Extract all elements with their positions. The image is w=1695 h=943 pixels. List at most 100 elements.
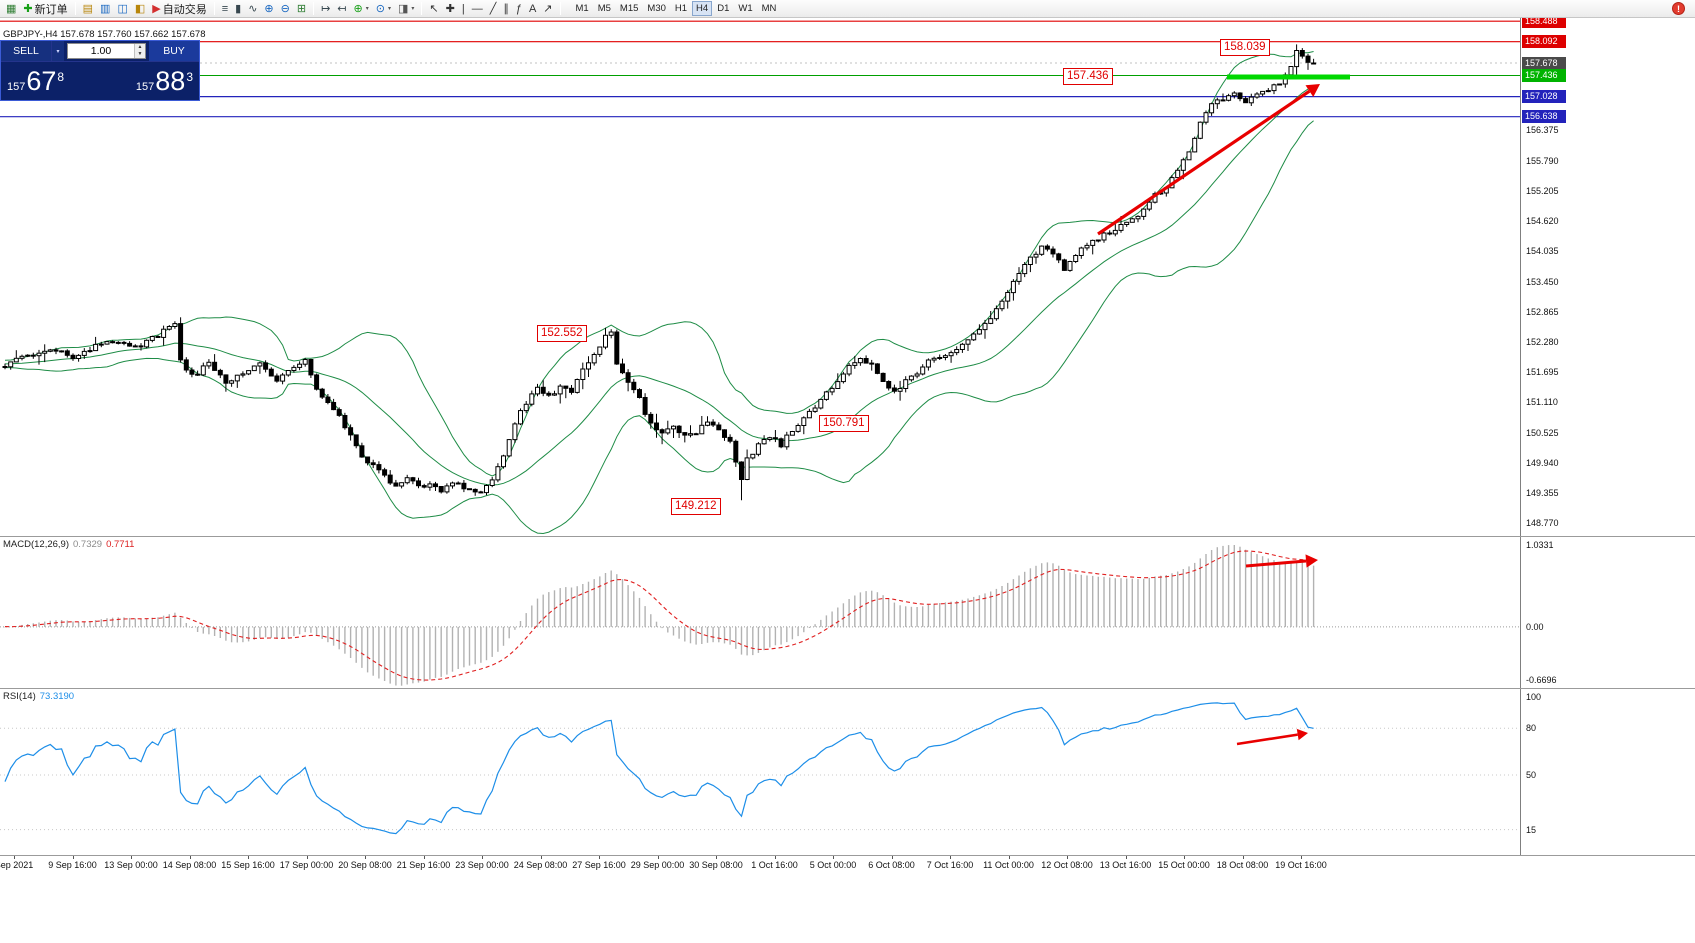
arrows-tool-button[interactable]: ↗ — [540, 1, 555, 17]
line-chart-icon: ∿ — [248, 2, 258, 15]
timeframe-m5-button[interactable]: M5 — [597, 3, 611, 14]
time-label: 5 Oct 00:00 — [809, 860, 857, 870]
candlestick-chart-icon: ▮ — [235, 2, 242, 15]
price-callout[interactable]: 158.039 — [1220, 39, 1270, 56]
time-tick — [657, 856, 659, 859]
timeframe-d1-button[interactable]: D1 — [717, 3, 730, 14]
panel-separator[interactable] — [0, 855, 1695, 856]
price-axis-label: 152.280 — [1526, 337, 1559, 347]
periods-icon: ⊙ — [375, 2, 385, 15]
timeframe-h4-button[interactable]: H4 — [692, 1, 713, 16]
time-scale[interactable]: Sep 2021 9 Sep 16:00 13 Sep 00:00 14 Sep 08… — [0, 856, 1695, 872]
trend-arrow[interactable] — [1245, 554, 1318, 568]
timeframe-m1-button[interactable]: M1 — [575, 3, 589, 14]
profiles-button[interactable]: ▤ — [80, 1, 96, 17]
vertical-line-icon: | — [461, 2, 465, 15]
buy-price[interactable]: 157 88 3 — [136, 66, 193, 96]
vertical-line-button[interactable]: | — [459, 1, 468, 17]
price-badge: 157.436 — [1522, 69, 1566, 83]
bar-chart-button[interactable]: ≡ — [219, 1, 231, 17]
templates-icon: ◨ — [397, 2, 409, 15]
sell-price[interactable]: 157 67 8 — [7, 66, 64, 96]
time-label: 18 Oct 08:00 — [1216, 860, 1269, 870]
price-axis-label: 156.375 — [1526, 125, 1559, 136]
time-tick — [1125, 856, 1127, 859]
auto-scroll-button[interactable]: ↦ — [318, 1, 333, 17]
notification-icon[interactable]: ! — [1672, 2, 1685, 15]
price-badge: 158.092 — [1522, 35, 1566, 49]
buy-button[interactable]: BUY — [149, 41, 199, 61]
volume-input[interactable] — [68, 44, 134, 58]
time-label: Sep 2021 — [0, 860, 34, 870]
zoom-in-button[interactable]: ⊕ — [261, 1, 276, 17]
rsi-canvas[interactable] — [0, 689, 1520, 855]
zoom-out-button[interactable]: ⊖ — [278, 1, 293, 17]
time-label: 1 Oct 16:00 — [751, 860, 798, 870]
cursor-button[interactable]: ↖ — [426, 1, 441, 17]
sell-price-point: 8 — [57, 70, 65, 84]
price-axis-label: 153.450 — [1526, 276, 1559, 287]
timeframe-m15-button[interactable]: M15 — [619, 3, 639, 14]
panel-separator[interactable] — [0, 688, 1695, 689]
buy-price-point: 3 — [186, 70, 193, 84]
time-label: 30 Sep 08:00 — [689, 860, 743, 870]
navigator-button[interactable]: ◧ — [132, 1, 148, 17]
time-label: 12 Oct 08:00 — [1041, 860, 1093, 870]
zoom-in-icon: ⊕ — [264, 2, 274, 15]
autotrading-button[interactable]: ▶ 自动交易 — [149, 1, 209, 17]
horizontal-line-button[interactable]: — — [469, 1, 486, 17]
time-tick — [1184, 856, 1185, 859]
bar-chart-icon: ≡ — [221, 2, 229, 15]
line-chart-button[interactable]: ∿ — [245, 1, 260, 17]
timeframe-h1-button[interactable]: H1 — [674, 3, 688, 14]
time-tick — [248, 856, 249, 859]
macd-axis-label: -0.6696 — [1526, 675, 1557, 685]
trend-arrow[interactable] — [1236, 728, 1308, 746]
tile-windows-button[interactable]: ⊞ — [294, 1, 309, 17]
main-chart-canvas[interactable] — [0, 18, 1520, 536]
panel-separator[interactable] — [0, 536, 1695, 537]
time-tick — [72, 856, 74, 859]
spin-up-icon[interactable]: ▲ — [135, 44, 145, 51]
sell-button[interactable]: SELL — [1, 41, 51, 61]
periods-button[interactable]: ⊙ ▾ — [373, 1, 394, 17]
indicators-button[interactable]: ⊕ ▾ — [351, 1, 372, 17]
time-label: 20 Sep 08:00 — [338, 860, 392, 870]
text-icon: A — [528, 2, 537, 15]
spin-down-icon[interactable]: ▼ — [135, 51, 145, 58]
timeframe-w1-button[interactable]: W1 — [738, 3, 753, 14]
time-label: 17 Sep 00:00 — [279, 860, 334, 870]
rsi-axis-label: 15 — [1526, 824, 1537, 835]
templates-button[interactable]: ◨ ▾ — [395, 1, 417, 17]
data-window-button[interactable]: ◫ — [114, 1, 130, 17]
channel-button[interactable]: ∥ — [500, 1, 512, 17]
dropdown-arrow-icon: ▾ — [387, 6, 391, 12]
price-callout[interactable]: 152.552 — [537, 325, 587, 342]
price-callout[interactable]: 149.212 — [671, 498, 721, 515]
chart-shift-button[interactable]: ↤ — [334, 1, 349, 17]
rsi-value: 73.3190 — [39, 691, 75, 702]
auto-scroll-icon: ↦ — [321, 2, 331, 15]
timeframe-mn-button[interactable]: MN — [761, 3, 777, 14]
volume-spinner[interactable]: ▲ ▼ — [134, 44, 145, 58]
fibonacci-button[interactable]: ƒ — [513, 1, 525, 17]
text-button[interactable]: A — [526, 1, 539, 17]
order-type-dropdown[interactable]: ▾ — [51, 41, 64, 61]
candlestick-chart-button[interactable]: ▮ — [232, 1, 244, 17]
new-order-button[interactable]: ✚ 新订单 — [20, 1, 70, 17]
support-highlight[interactable] — [1227, 74, 1350, 80]
market-watch-button[interactable]: ▥ — [97, 1, 113, 17]
trendline-button[interactable]: ╱ — [487, 1, 500, 17]
crosshair-button[interactable]: ✚ — [443, 1, 458, 17]
new-chart-button[interactable]: ▦ — [3, 1, 19, 17]
zoom-out-icon: ⊖ — [280, 2, 290, 15]
price-scale[interactable]: 156.375 155.790 155.205 154.620 154.035 153.4… — [1520, 14, 1695, 872]
price-callout[interactable]: 157.436 — [1063, 68, 1113, 85]
price-callout[interactable]: 150.791 — [819, 415, 869, 432]
new-chart-icon: ▦ — [6, 2, 17, 15]
time-tick — [599, 856, 600, 859]
timeframe-m30-button[interactable]: M30 — [647, 3, 666, 14]
macd-canvas[interactable] — [0, 537, 1520, 688]
price-axis-label: 151.110 — [1526, 397, 1558, 408]
trend-arrow[interactable] — [1097, 84, 1320, 236]
